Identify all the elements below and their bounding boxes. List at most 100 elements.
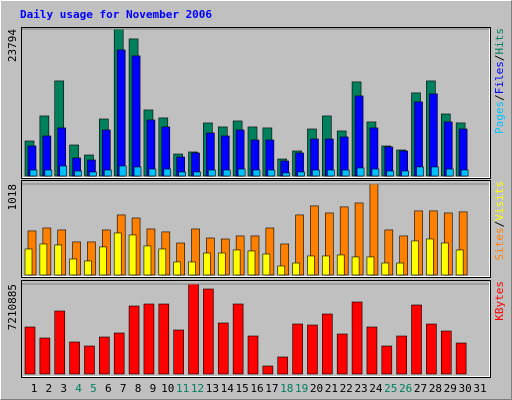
bar — [118, 165, 127, 177]
x-tick-label: 22 — [340, 382, 353, 395]
bar — [354, 95, 364, 177]
bar — [282, 172, 291, 177]
bar — [178, 171, 186, 177]
bar — [455, 342, 467, 375]
bar — [232, 303, 244, 375]
bar — [89, 171, 97, 177]
bar — [396, 335, 407, 375]
bar — [208, 169, 216, 177]
bar — [336, 254, 345, 276]
bar — [411, 304, 422, 375]
bar — [445, 168, 454, 177]
x-tick-label: 9 — [150, 382, 157, 395]
x-tick-label: 7 — [120, 382, 127, 395]
bar — [203, 252, 211, 276]
y-tick-label: 1018 — [6, 184, 19, 211]
x-tick-label: 17 — [265, 382, 278, 395]
x-tick-label: 26 — [399, 382, 412, 395]
bar — [84, 345, 95, 375]
bar — [396, 262, 404, 276]
bar — [128, 305, 140, 375]
y-tick-label: 7210885 — [6, 284, 19, 330]
bar — [262, 253, 271, 276]
legend-entry: Hits — [493, 28, 506, 55]
bar — [173, 329, 184, 375]
bar — [431, 166, 439, 177]
bar — [203, 288, 214, 375]
x-tick-label: 25 — [384, 382, 397, 395]
bar — [351, 301, 363, 375]
bar — [381, 262, 390, 276]
panel-bevel — [22, 28, 490, 178]
bar — [237, 168, 246, 177]
bar — [206, 132, 215, 177]
bar — [327, 169, 335, 177]
bar — [262, 365, 274, 375]
x-tick-label: 8 — [135, 382, 142, 395]
bar — [232, 249, 241, 276]
panel-bevel — [22, 281, 490, 377]
bar — [148, 168, 157, 177]
bar — [356, 167, 365, 177]
bar — [188, 261, 196, 276]
x-tick-label: 3 — [60, 382, 67, 395]
bar — [99, 246, 107, 276]
x-tick-label: 2 — [46, 382, 53, 395]
bar — [460, 169, 469, 177]
x-tick-label: 4 — [75, 382, 82, 395]
bar — [267, 169, 276, 177]
bar — [322, 255, 330, 276]
bar — [426, 323, 437, 375]
bar — [222, 169, 231, 177]
bar — [297, 171, 305, 177]
bar — [386, 170, 395, 177]
legend-entry: Sites — [493, 227, 506, 260]
legend-entry: Pages — [493, 101, 506, 134]
bar — [24, 248, 33, 276]
chart-title: Daily usage for November 2006 — [20, 8, 212, 21]
bar — [173, 261, 181, 276]
bar — [158, 248, 167, 276]
bar — [381, 345, 393, 375]
x-tick-label: 15 — [236, 382, 249, 395]
bar — [440, 330, 452, 375]
x-tick-label: 30 — [459, 382, 472, 395]
x-tick-label: 29 — [444, 382, 457, 395]
x-tick-label: 5 — [90, 382, 97, 395]
bar — [54, 310, 66, 375]
bar — [193, 171, 201, 177]
bar — [217, 322, 229, 375]
bar — [133, 166, 142, 177]
bar — [143, 245, 152, 276]
bar — [277, 265, 286, 276]
legend: Pages/Files/Hits — [493, 28, 506, 134]
bar — [74, 170, 82, 177]
bar — [188, 283, 199, 375]
bar — [29, 169, 38, 177]
bar — [104, 169, 112, 177]
bar — [292, 262, 300, 276]
x-tick-label: 20 — [310, 382, 323, 395]
bar — [351, 256, 360, 276]
bar — [252, 169, 261, 177]
bar — [366, 326, 378, 375]
x-tick-label: 21 — [325, 382, 338, 395]
x-tick-label: 12 — [191, 382, 204, 395]
legend-entry: KBytes — [493, 281, 506, 321]
bar — [371, 168, 380, 177]
bar — [161, 126, 171, 177]
legend-separator: / — [493, 55, 506, 62]
x-tick-label: 14 — [221, 382, 235, 395]
x-tick-label: 13 — [206, 382, 219, 395]
bar — [131, 55, 141, 177]
bar — [113, 232, 122, 276]
x-tick-label: 28 — [429, 382, 442, 395]
x-tick-label: 11 — [176, 382, 189, 395]
bar — [163, 168, 172, 177]
bar — [113, 332, 125, 375]
bar — [247, 335, 259, 375]
x-tick-label: 24 — [369, 382, 383, 395]
x-tick-label: 18 — [280, 382, 293, 395]
